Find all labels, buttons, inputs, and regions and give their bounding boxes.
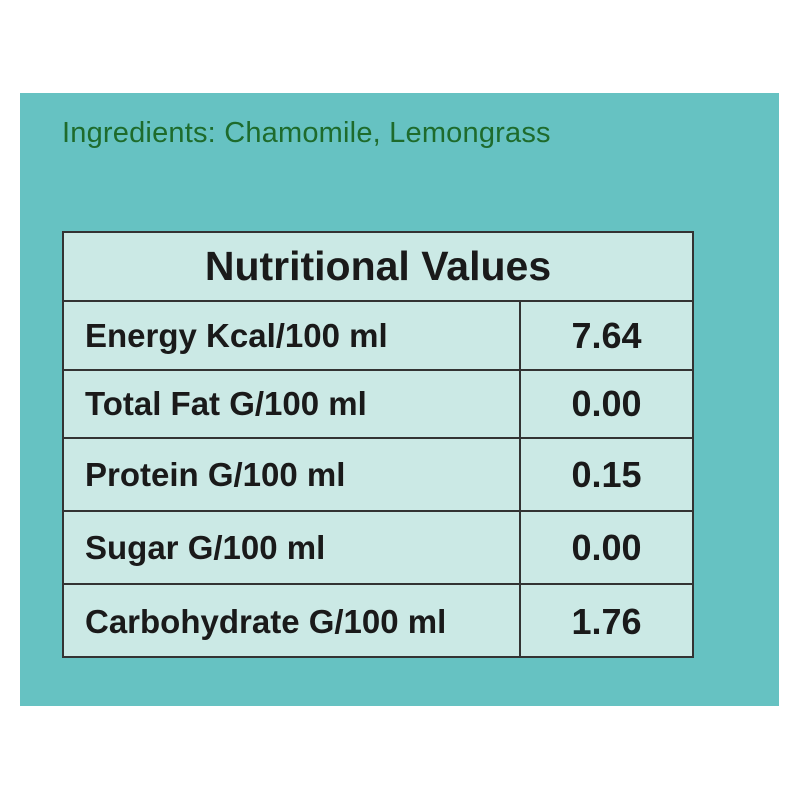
nutrition-table: Nutritional Values Energy Kcal/100 ml 7.6… xyxy=(62,231,694,658)
label-panel: Ingredients: Chamomile, Lemongrass Nutri… xyxy=(20,93,779,706)
table-body: Energy Kcal/100 ml 7.64 Total Fat G/100 ml… xyxy=(64,302,692,658)
table-row: Carbohydrate G/100 ml 1.76 xyxy=(64,585,692,658)
table-row: Protein G/100 ml 0.15 xyxy=(64,439,692,512)
table-row: Sugar G/100 ml 0.00 xyxy=(64,512,692,585)
ingredients: Ingredients: Chamomile, Lemongrass xyxy=(62,117,551,149)
nutrient-value: 0.15 xyxy=(571,453,642,495)
table-row: Energy Kcal/100 ml 7.64 xyxy=(64,302,692,371)
nutrient-value: 7.64 xyxy=(571,314,642,356)
nutrient-value: 1.76 xyxy=(571,600,642,642)
nutrient-value: 0.00 xyxy=(571,383,642,424)
nutrient-label: Energy Kcal/100 ml xyxy=(64,302,521,369)
nutrient-label: Carbohydrate G/100 ml xyxy=(64,585,521,658)
nutrient-label: Sugar G/100 ml xyxy=(64,512,521,583)
nutrient-label: Total Fat G/100 ml xyxy=(64,371,521,437)
table-title: Nutritional Values xyxy=(64,233,692,302)
nutrient-value: 0.00 xyxy=(571,526,642,568)
table-row: Total Fat G/100 ml 0.00 xyxy=(64,371,692,439)
nutrient-label: Protein G/100 ml xyxy=(64,439,521,510)
